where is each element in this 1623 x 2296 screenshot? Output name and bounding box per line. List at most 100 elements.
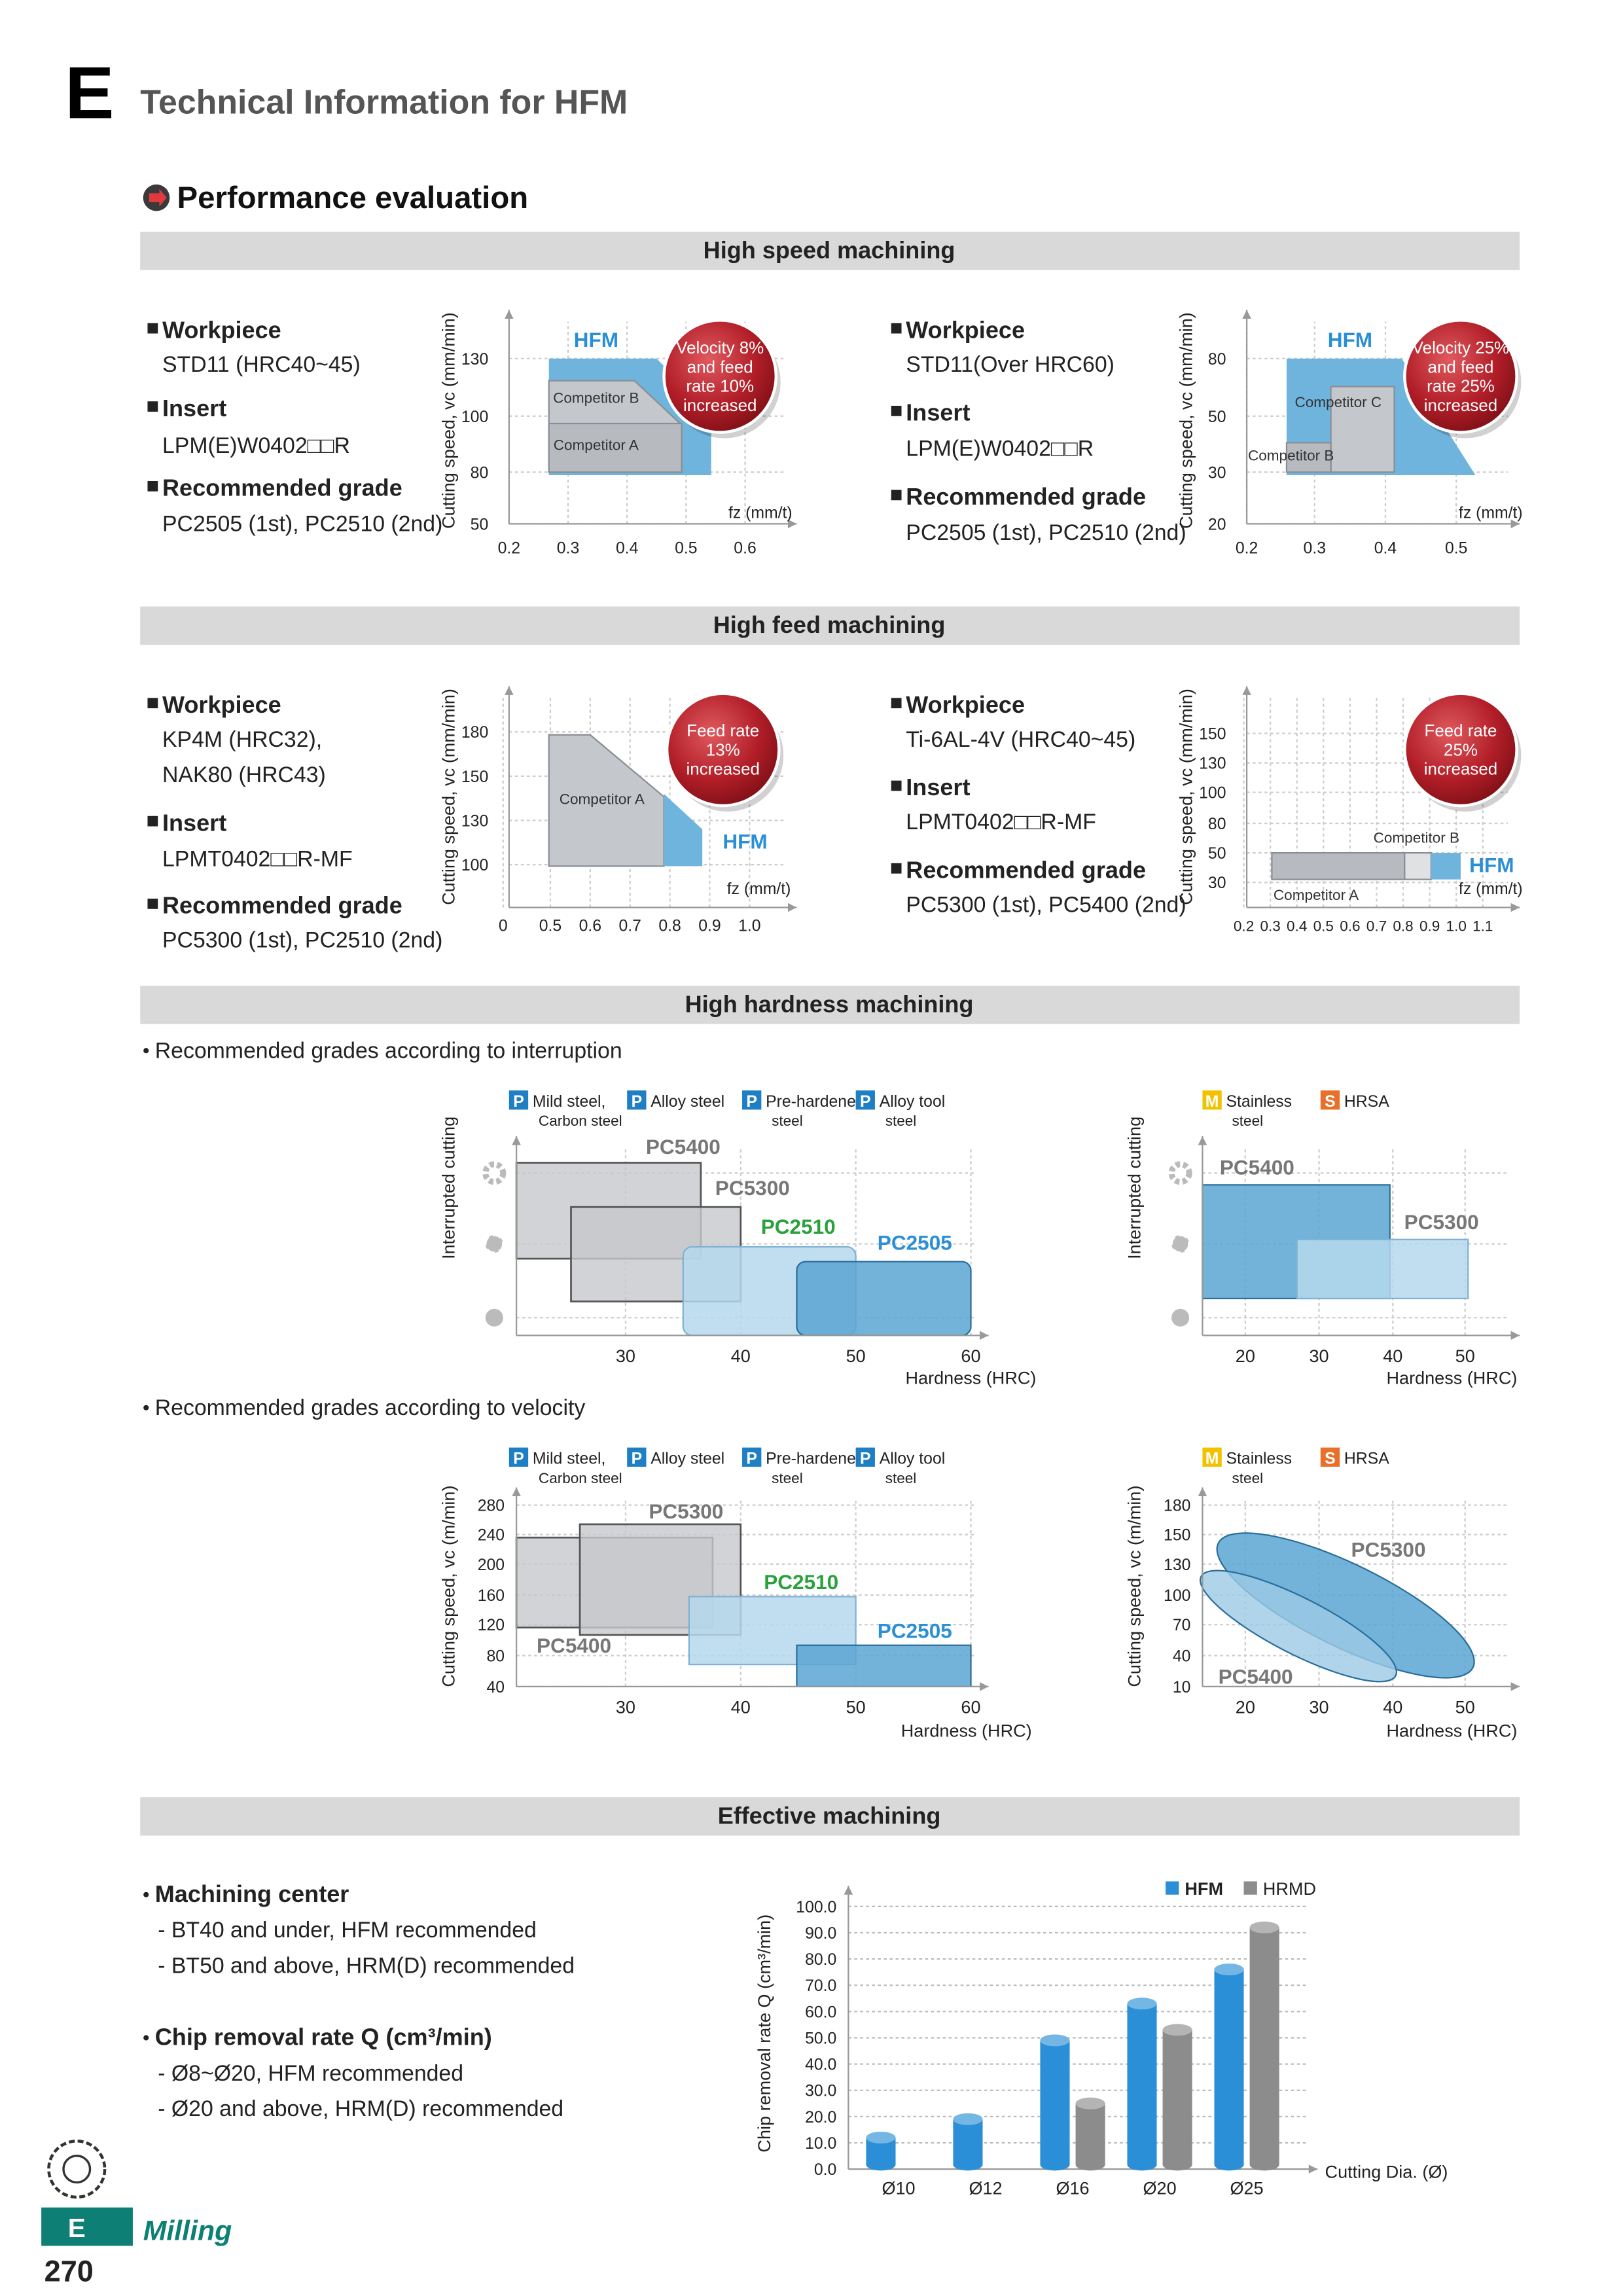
legend-code-box bbox=[1320, 1447, 1340, 1467]
x-tick-label: 40 bbox=[1383, 1697, 1402, 1717]
badge-text: increased bbox=[687, 761, 760, 779]
x-tick-label: 0.2 bbox=[1236, 539, 1258, 557]
badge-text: increased bbox=[1424, 397, 1497, 415]
spec-value: LPM(E)W0402□□R bbox=[906, 437, 1094, 461]
y-tick-label: 40 bbox=[1173, 1648, 1191, 1666]
legend-code-box bbox=[508, 1447, 529, 1467]
x-tick-label: 40 bbox=[1383, 1346, 1402, 1366]
badge-text: Velocity 25% bbox=[1412, 339, 1509, 357]
x-tick-label: 0.3 bbox=[1304, 539, 1326, 557]
grade-label: PC2505 bbox=[878, 1231, 952, 1255]
legend-code: P bbox=[513, 1093, 524, 1111]
spec-value: KP4M (HRC32), bbox=[162, 727, 322, 752]
legend-text: HRSA bbox=[1344, 1093, 1389, 1111]
icon-heavy bbox=[1168, 1161, 1192, 1185]
grade-label: PC5400 bbox=[537, 1634, 611, 1657]
legend-text: Pre-hardened bbox=[766, 1093, 865, 1111]
spec-label: Insert bbox=[162, 395, 226, 422]
y-axis-label: Chip removal rate Q (cm³/min) bbox=[755, 1914, 774, 2153]
y-tick-label: 130 bbox=[1164, 1556, 1190, 1574]
legend-text: steel bbox=[772, 1470, 803, 1486]
axis-arrow bbox=[1242, 310, 1251, 319]
bar bbox=[1040, 2034, 1070, 2171]
legend-code: P bbox=[513, 1450, 524, 1467]
x-axis-label: Hardness (HRC) bbox=[1387, 1369, 1518, 1388]
x-axis-label: fz (mm/t) bbox=[728, 504, 793, 522]
legend-label: HRMD bbox=[1263, 1879, 1316, 1899]
spec-label: Workpiece bbox=[162, 316, 281, 343]
region bbox=[548, 422, 683, 473]
legend-code: M bbox=[1205, 1093, 1219, 1111]
y-tick-label: 30.0 bbox=[805, 2083, 836, 2100]
y-tick-label: 80 bbox=[471, 464, 489, 482]
legend-code-box bbox=[1202, 1447, 1222, 1467]
y-tick-label: 20.0 bbox=[805, 2109, 836, 2126]
y-tick-label: 100.0 bbox=[796, 1899, 836, 1916]
badge-text: increased bbox=[1424, 761, 1497, 779]
axis-arrow bbox=[787, 519, 797, 529]
y-tick-label: 30 bbox=[1208, 874, 1226, 892]
y-tick-label: 180 bbox=[461, 724, 488, 742]
spec-label: Insert bbox=[906, 399, 970, 426]
bar-cap bbox=[1249, 1921, 1279, 1933]
region-label: HFM bbox=[722, 829, 767, 853]
region bbox=[1404, 852, 1433, 880]
legend-text: steel bbox=[1232, 1470, 1264, 1486]
grade-label: PC5300 bbox=[715, 1176, 790, 1200]
bullet-square bbox=[147, 323, 158, 334]
bullet-square bbox=[891, 863, 902, 874]
y-tick-label: 70 bbox=[1173, 1617, 1191, 1634]
bullet-square bbox=[147, 698, 158, 709]
legend-text: steel bbox=[885, 1113, 917, 1129]
heading-bar bbox=[140, 231, 1520, 270]
spec-label: Recommended grade bbox=[906, 483, 1146, 510]
legend-code: S bbox=[1325, 1093, 1336, 1111]
axis-arrow bbox=[980, 1682, 989, 1691]
spec-label: Recommended grade bbox=[162, 475, 402, 501]
y-tick-label: 10 bbox=[1173, 1679, 1191, 1696]
section-letter: E bbox=[65, 51, 114, 134]
axis-arrow bbox=[512, 1487, 521, 1497]
bullet-square bbox=[147, 898, 158, 909]
footer-section: E bbox=[68, 2213, 86, 2243]
axis-arrow bbox=[1510, 1682, 1520, 1691]
y-tick-label: 20 bbox=[1208, 516, 1226, 533]
legend-label: HFM bbox=[1185, 1879, 1223, 1899]
y-tick-label: 0.0 bbox=[814, 2161, 836, 2179]
region bbox=[1271, 852, 1406, 880]
x-axis-label: fz (mm/t) bbox=[727, 880, 791, 898]
x-tick-label: 30 bbox=[616, 1697, 635, 1717]
x-tick-label: 0.9 bbox=[698, 918, 721, 935]
x-tick-label: 50 bbox=[846, 1697, 866, 1717]
icon-none bbox=[1171, 1308, 1190, 1327]
badge bbox=[662, 318, 778, 434]
bar-cap bbox=[866, 2131, 896, 2144]
legend-code-box bbox=[627, 1090, 647, 1110]
legend-text: Alloy tool bbox=[880, 1450, 946, 1467]
x-tick-label: 40 bbox=[731, 1697, 751, 1717]
y-tick-label: 40 bbox=[486, 1679, 505, 1696]
axis-arrow bbox=[1242, 686, 1251, 695]
legend-text: Carbon steel bbox=[539, 1470, 622, 1486]
bullet-dot bbox=[143, 1048, 149, 1054]
badge-text: Feed rate bbox=[687, 722, 759, 740]
x-tick-label: Ø10 bbox=[882, 2178, 915, 2198]
note-item: - BT50 and above, HRM(D) recommended bbox=[158, 1953, 575, 1978]
spec-value: PC5300 (1st), PC2510 (2nd) bbox=[162, 927, 442, 952]
x-tick-label: 0.4 bbox=[1287, 918, 1307, 935]
bullet-square bbox=[891, 490, 902, 501]
x-tick-label: 50 bbox=[1455, 1697, 1475, 1717]
x-tick-label: 0.5 bbox=[675, 539, 697, 557]
region-label: HFM bbox=[1469, 853, 1514, 876]
region-label: Competitor A bbox=[554, 437, 639, 454]
y-tick-label: 80.0 bbox=[805, 1951, 836, 1969]
grade-label: PC2510 bbox=[761, 1215, 836, 1238]
x-tick-label: Ø20 bbox=[1143, 2178, 1176, 2198]
bar bbox=[1075, 2097, 1105, 2171]
x-tick-label: 0.2 bbox=[1234, 918, 1254, 935]
y-tick-label: 40.0 bbox=[805, 2056, 836, 2074]
legend-code-box bbox=[508, 1090, 529, 1110]
axis-arrow bbox=[980, 1331, 989, 1340]
x-tick-label: 0.4 bbox=[616, 539, 639, 557]
x-tick-label: 0.8 bbox=[1393, 918, 1413, 935]
